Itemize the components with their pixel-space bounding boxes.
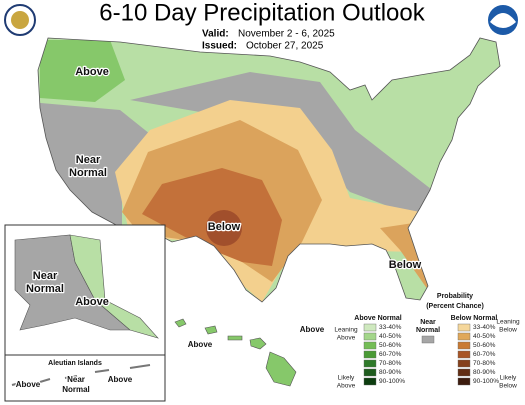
legend-header: Above Normal [354,315,402,322]
legend-swatch [457,359,471,368]
legend-swatch [421,335,435,344]
legend-swatch [457,341,471,350]
legend-swatch [457,332,471,341]
legend-swatch [457,368,471,377]
map-label: Above [300,325,325,334]
valid-dates: November 2 - 6, 2025 [238,29,335,40]
legend-range: 40-50% [379,333,402,340]
legend: Probability (Percent Chance) Above Norma… [334,293,520,390]
map-label: Above [75,296,109,308]
legend-note: Leaning [496,319,520,326]
aleutian-islands [11,364,151,386]
legend-range: 60-70% [473,351,496,358]
legend-note: Below [499,327,517,334]
legend-range: 80-90% [473,369,496,376]
legend-range: 33-40% [379,324,402,331]
legend-note: Above [337,383,356,390]
legend-note: Likely [338,375,355,382]
map-label: Above [16,380,41,389]
map-label: Near [76,154,101,166]
legend-range: 70-80% [473,360,496,367]
legend-swatch [363,359,377,368]
legend-swatch [363,368,377,377]
legend-swatch [363,332,377,341]
legend-title: Probability [437,293,473,300]
legend-swatch [457,377,471,386]
hawaii-islands [174,318,297,387]
legend-swatch [363,377,377,386]
legend-swatch [457,350,471,359]
legend-range: 50-60% [379,342,402,349]
legend-swatch [363,323,377,332]
alaska-above [69,234,159,339]
legend-near: Normal [416,327,440,334]
legend-range: 33-40% [473,324,496,331]
legend-range: 60-70% [379,351,402,358]
legend-range: 80-90% [379,369,402,376]
legend-range: 90-100% [379,378,405,385]
legend-swatch [363,350,377,359]
issued-date: October 27, 2025 [246,41,324,52]
title: 6-10 Day Precipitation Outlook [99,0,426,26]
aleutian-title: Aleutian Islands [48,360,102,367]
map-label: Above [75,66,109,78]
legend-note: Likely [500,375,517,382]
map-label: Near [33,270,58,282]
legend-note: Leaning [334,327,358,334]
legend-note: Above [337,335,356,342]
legend-note: Below [499,383,517,390]
legend-swatch [363,341,377,350]
legend-swatch [457,323,471,332]
aleutian-inset [4,354,166,402]
legend-near: Near [420,319,436,326]
map-label: Normal [62,385,90,394]
map-label: Above [188,340,213,349]
legend-range: 90-100% [473,378,499,385]
legend-title: (Percent Chance) [426,303,484,310]
legend-range: 40-50% [473,333,496,340]
legend-header: Below Normal [451,315,498,322]
map-label: Below [208,221,241,233]
map-label: Near [67,375,85,384]
noaa-logo [488,5,518,35]
legend-range: 50-60% [473,342,496,349]
valid-label: Valid: [202,29,229,40]
noaa-doc-logo [4,4,36,36]
legend-range: 70-80% [379,360,402,367]
map-label: Normal [26,283,64,295]
map-label: Below [389,259,422,271]
map-label: Normal [69,167,107,179]
map-label: Above [108,375,133,384]
issued-label: Issued: [202,41,237,52]
